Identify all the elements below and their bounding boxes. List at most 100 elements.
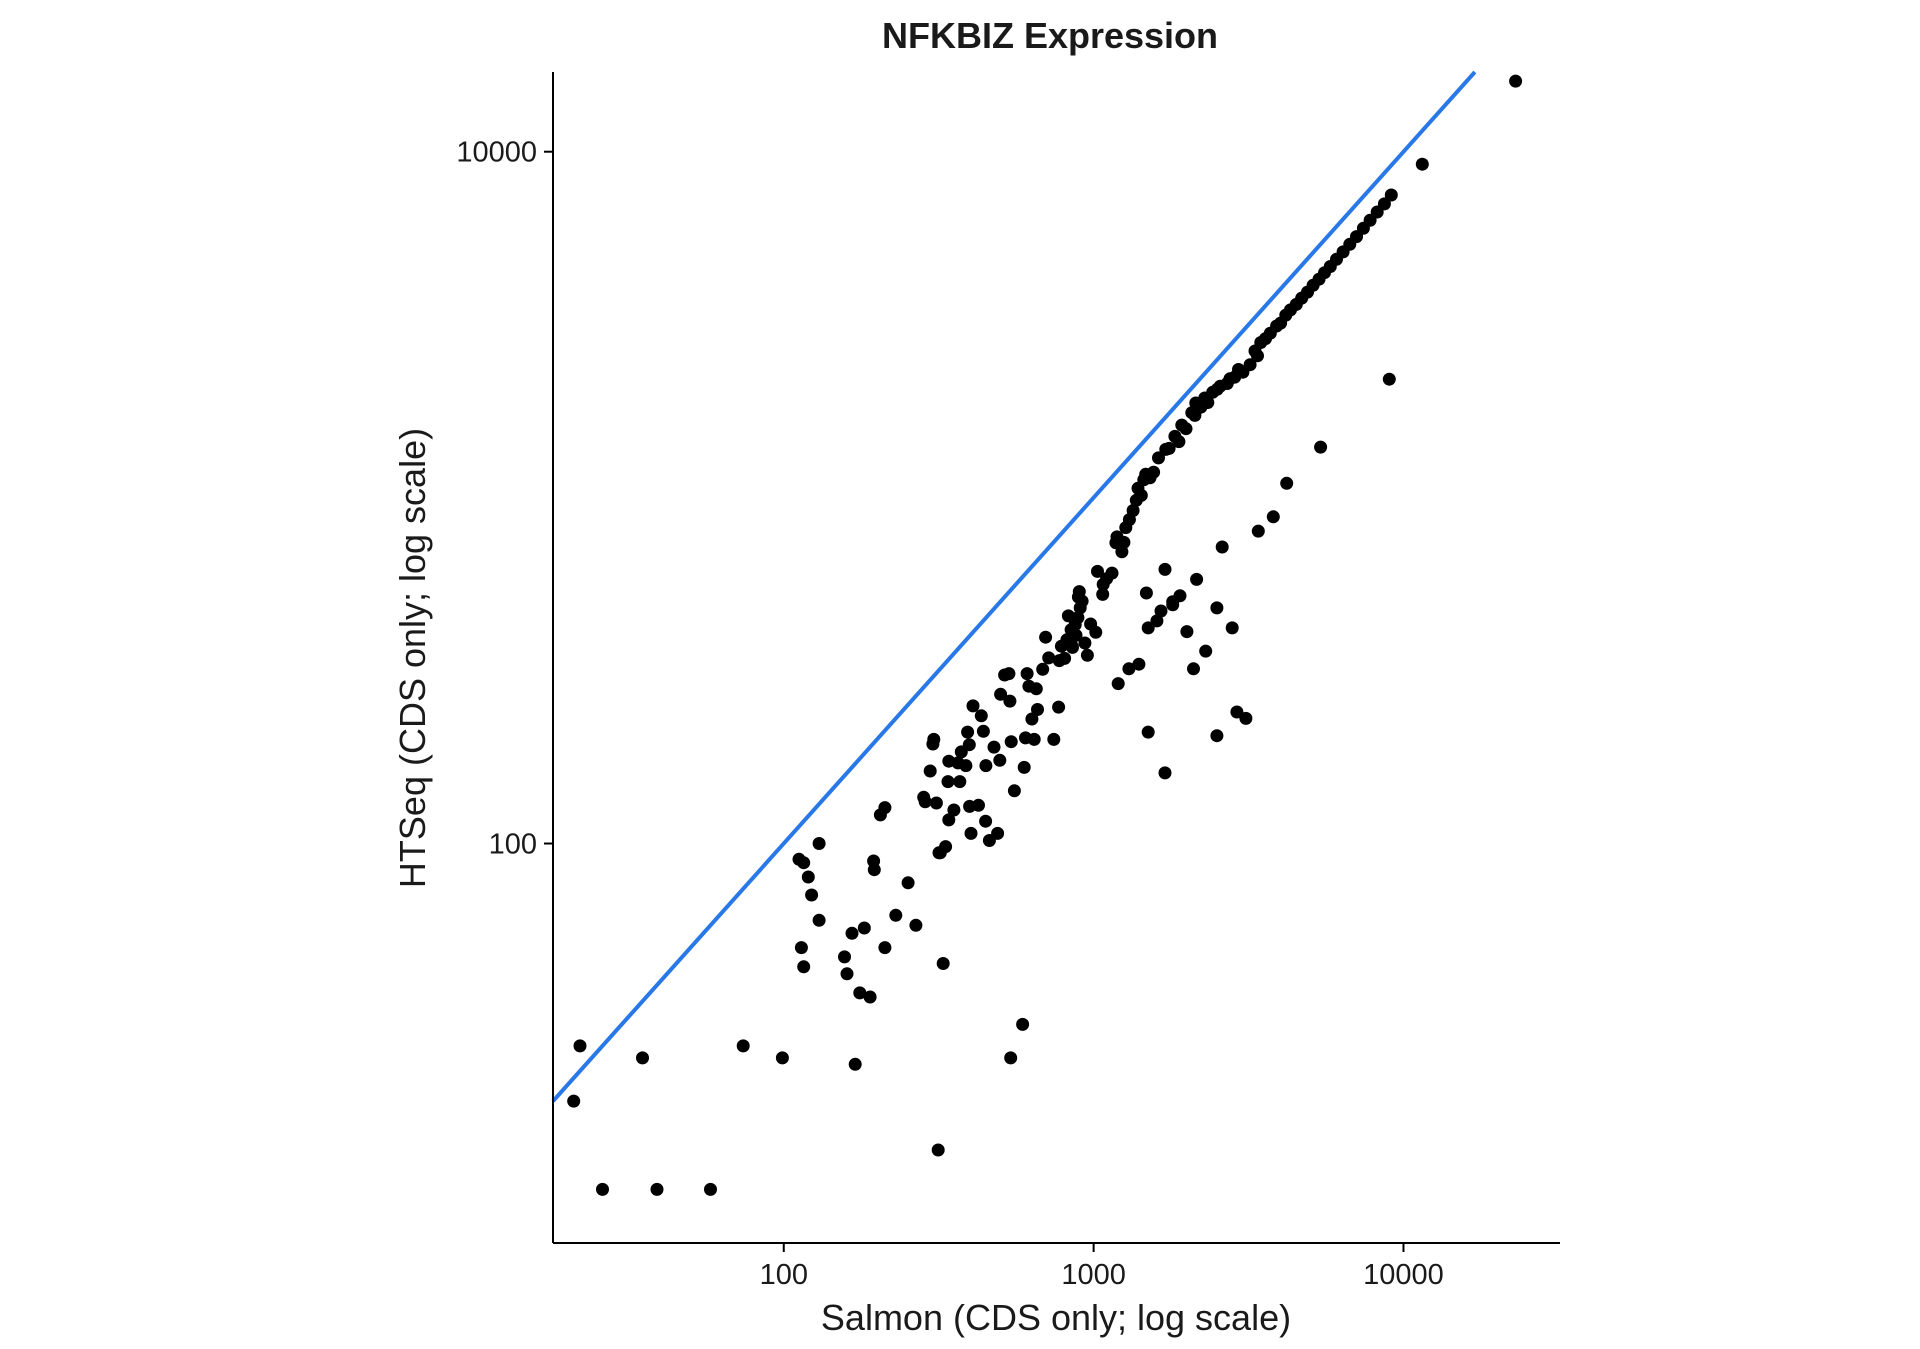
data-point: [1377, 197, 1391, 211]
x-tick-label: 100: [760, 1259, 808, 1291]
data-point: [1091, 564, 1104, 578]
data-point: [1166, 595, 1180, 609]
data-point: [1111, 677, 1125, 691]
x-axis-title: Salmon (CDS only; log scale): [821, 1297, 1291, 1338]
data-point: [961, 725, 975, 739]
data-point: [1105, 566, 1119, 580]
data-point: [1314, 440, 1328, 454]
data-point: [650, 1182, 664, 1196]
data-point: [966, 699, 980, 713]
data-point: [1150, 614, 1164, 628]
data-point: [1058, 651, 1072, 665]
data-point: [1251, 524, 1265, 538]
data-point: [1243, 358, 1257, 372]
x-tick-label: 10000: [1363, 1259, 1444, 1291]
identity-line: [551, 70, 1477, 1103]
data-point: [1225, 621, 1239, 635]
data-point: [979, 759, 993, 773]
data-point: [636, 1051, 649, 1065]
data-point: [1016, 1017, 1030, 1031]
data-point: [1036, 662, 1050, 676]
data-point: [1052, 700, 1066, 714]
data-point: [953, 775, 967, 789]
data-point: [1069, 628, 1083, 642]
data-point: [1230, 705, 1244, 719]
data-point: [1122, 662, 1136, 676]
data-point: [1047, 732, 1061, 746]
data-point: [1134, 488, 1148, 502]
chart-title: NFKBIZ Expression: [882, 15, 1218, 56]
data-point: [878, 941, 892, 955]
data-point: [927, 732, 941, 746]
data-point: [993, 753, 1007, 767]
data-point: [972, 798, 985, 812]
data-point: [1141, 725, 1155, 739]
data-point: [1017, 760, 1031, 774]
data-point: [1251, 349, 1264, 363]
data-point: [1031, 703, 1044, 716]
data-point: [1158, 766, 1172, 780]
y-axis-title: HTSeq (CDS only; log scale): [392, 428, 433, 888]
data-point: [1071, 611, 1085, 625]
data-point: [840, 967, 854, 981]
data-point: [848, 1057, 862, 1071]
data-point: [1172, 435, 1186, 449]
data-point: [801, 870, 815, 884]
data-point: [1509, 74, 1523, 88]
data-point: [1154, 604, 1168, 618]
data-point: [867, 863, 881, 877]
data-point: [1132, 657, 1146, 671]
data-point: [939, 840, 953, 854]
data-point: [991, 826, 1005, 840]
data-point: [923, 764, 937, 778]
data-point: [942, 813, 956, 827]
data-point: [1029, 682, 1043, 696]
data-point: [1199, 644, 1213, 658]
data-point: [573, 1039, 587, 1053]
data-point: [987, 740, 1001, 754]
data-point: [736, 1039, 750, 1053]
data-point: [567, 1094, 581, 1108]
data-point: [1139, 586, 1153, 600]
data-point: [976, 724, 990, 738]
data-point: [1042, 651, 1056, 665]
data-point: [1201, 396, 1215, 409]
data-point: [878, 801, 892, 815]
data-point: [1003, 694, 1017, 708]
data-point: [797, 960, 811, 974]
data-point: [1280, 476, 1294, 490]
data-point: [1126, 504, 1140, 517]
data-point: [812, 913, 826, 927]
data-point: [1039, 630, 1053, 644]
data-point: [863, 990, 877, 1004]
data-point: [1004, 1051, 1018, 1065]
data-point: [974, 709, 988, 723]
data-point: [964, 826, 978, 840]
data-point: [1158, 562, 1172, 576]
data-point: [1179, 422, 1193, 436]
data-point: [1141, 621, 1155, 635]
data-point: [794, 941, 808, 955]
data-point: [1210, 729, 1224, 743]
data-point: [853, 986, 867, 1000]
data-point: [936, 957, 950, 970]
data-point: [909, 918, 923, 932]
data-point: [979, 814, 993, 828]
data-point: [1162, 441, 1176, 455]
x-tick-label: 1000: [1061, 1259, 1126, 1291]
data-point: [962, 738, 976, 752]
data-point: [1215, 540, 1229, 554]
data-point: [918, 795, 932, 809]
data-point: [1384, 188, 1398, 202]
data-point: [857, 921, 871, 935]
data-point: [1007, 784, 1021, 798]
data-point: [1190, 572, 1204, 586]
data-point: [1152, 451, 1165, 465]
data-point: [805, 888, 819, 902]
data-point: [704, 1182, 717, 1196]
data-point: [1415, 157, 1429, 171]
data-point: [929, 796, 943, 810]
data-point: [901, 876, 915, 890]
data-point: [931, 1143, 945, 1157]
